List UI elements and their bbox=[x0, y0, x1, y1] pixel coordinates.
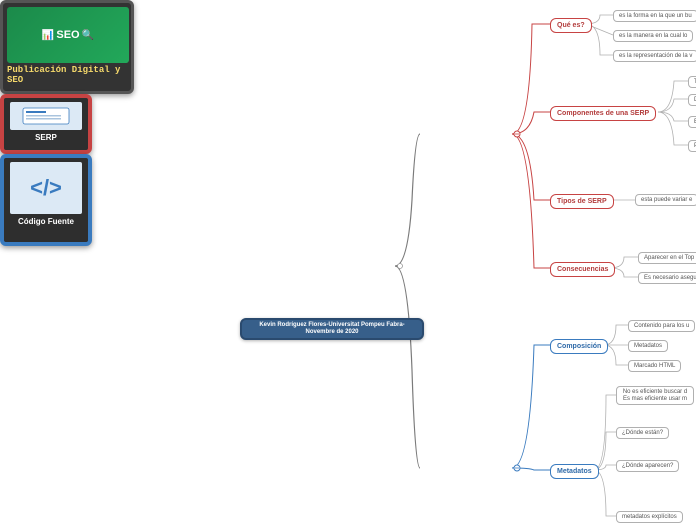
cat-componentes[interactable]: Componentes de una SERP bbox=[550, 106, 656, 121]
leaf[interactable]: ¿Dónde están? bbox=[616, 427, 669, 439]
cat-metadatos[interactable]: Metadatos bbox=[550, 464, 599, 479]
root-title: Publicación Digital y SEO bbox=[7, 65, 127, 85]
cat-tipos[interactable]: Tipos de SERP bbox=[550, 194, 614, 209]
root-node[interactable]: 📊SEO🔍 Publicación Digital y SEO bbox=[0, 0, 134, 94]
subtitle-node[interactable]: Kevin Rodríguez Flores-Universitat Pompe… bbox=[240, 318, 424, 340]
leaf[interactable]: Contenido para los u bbox=[628, 320, 695, 332]
leaf[interactable]: Es necesario asegu bbox=[638, 272, 696, 284]
leaf[interactable]: Pu bbox=[688, 140, 696, 152]
leaf[interactable]: No es eficiente buscar d Es mas eficient… bbox=[616, 386, 694, 405]
cat-label: Metadatos bbox=[557, 468, 592, 475]
cat-label: Qué es? bbox=[557, 22, 585, 29]
leaf[interactable]: Bú bbox=[688, 116, 696, 128]
cat-label: Composición bbox=[557, 343, 601, 350]
cat-label: Componentes de una SERP bbox=[557, 110, 649, 117]
hub-codigo[interactable]: </> Código Fuente bbox=[0, 154, 92, 246]
codigo-title: Código Fuente bbox=[18, 217, 74, 226]
leaf[interactable]: Aparecer en el Top bbox=[638, 252, 696, 264]
cat-que-es[interactable]: Qué es? bbox=[550, 18, 592, 33]
leaf[interactable]: metadatos explícitos bbox=[616, 511, 683, 523]
cat-consecuencias[interactable]: Consecuencias bbox=[550, 262, 615, 277]
codigo-image: </> bbox=[10, 162, 82, 214]
leaf[interactable]: Metadatos bbox=[628, 340, 668, 352]
serp-image bbox=[10, 102, 82, 130]
cat-composicion[interactable]: Composición bbox=[550, 339, 608, 354]
cat-label: Tipos de SERP bbox=[557, 198, 607, 205]
serp-title: SERP bbox=[35, 133, 57, 142]
subtitle-text: Kevin Rodríguez Flores-Universitat Pompe… bbox=[248, 322, 416, 336]
root-image: 📊SEO🔍 bbox=[7, 7, 129, 63]
leaf[interactable]: Tit bbox=[688, 76, 696, 88]
leaf[interactable]: Marcado HTML bbox=[628, 360, 681, 372]
hub-serp[interactable]: SERP bbox=[0, 94, 92, 154]
leaf[interactable]: es la manera en la cual lo bbox=[613, 30, 693, 42]
cat-label: Consecuencias bbox=[557, 266, 608, 273]
leaf[interactable]: es la representación de la v bbox=[613, 50, 696, 62]
leaf[interactable]: De bbox=[688, 94, 696, 106]
leaf[interactable]: ¿Dónde aparecen? bbox=[616, 460, 679, 472]
leaf[interactable]: esta puede variar e bbox=[635, 194, 696, 206]
leaf[interactable]: es la forma en la que un bu bbox=[613, 10, 696, 22]
